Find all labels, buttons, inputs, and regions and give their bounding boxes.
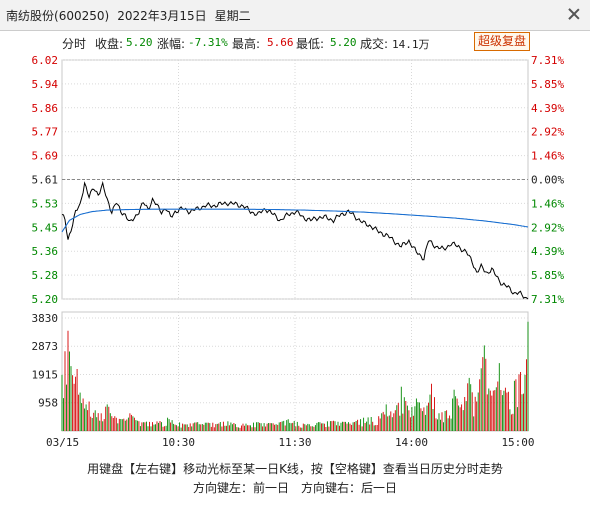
price-tick-label: 5.86 — [32, 102, 59, 115]
close-value: 5.20 — [126, 36, 153, 49]
arrow-key-hint: 方向键左：前一日 方向键右：后一日 — [192, 481, 397, 495]
low-value: 5.20 — [330, 36, 357, 49]
pct-tick-label: 2.92% — [531, 221, 564, 234]
high-label: 最高: — [232, 37, 261, 51]
pct-tick-label: 4.39% — [531, 245, 564, 258]
price-tick-label: 5.77 — [32, 126, 59, 139]
pct-tick-label: 7.31% — [531, 293, 564, 306]
volume-label: 成交: — [360, 37, 389, 51]
volume-tick-label: 1915 — [32, 369, 59, 382]
trade-date: 2022年3月15日 — [117, 9, 207, 23]
pct-tick-label: 5.85% — [531, 269, 564, 282]
volume-bars — [61, 321, 529, 431]
super-review-button[interactable]: 超级复盘 — [474, 32, 530, 51]
time-tick-label: 03/15 — [46, 436, 79, 449]
time-tick-label: 10:30 — [162, 436, 195, 449]
pct-tick-label: 1.46% — [531, 197, 564, 210]
pct-tick-label: 4.39% — [531, 102, 564, 115]
low-label: 最低: — [296, 37, 325, 51]
window-title: 南纺股份(600250) 2022年3月15日 星期二 — [6, 7, 251, 24]
price-line — [61, 180, 529, 300]
price-tick-label: 6.02 — [32, 54, 59, 67]
title-bar: 南纺股份(600250) 2022年3月15日 星期二 — [0, 0, 590, 30]
keyboard-hint: 用键盘【左右键】移动光标至某一日K线，按【空格键】查看当日历史分时走势 — [87, 462, 503, 476]
pct-tick-label: 1.46% — [531, 150, 564, 163]
volume-plot-frame — [61, 311, 529, 432]
price-tick-label: 5.20 — [32, 293, 59, 306]
time-tick-label: 15:00 — [501, 436, 534, 449]
mode-label: 分时 — [62, 37, 87, 51]
change-label: 涨幅: — [157, 37, 186, 51]
pct-tick-label: 5.85% — [531, 78, 564, 91]
time-tick-label: 14:00 — [395, 436, 428, 449]
price-tick-label: 5.94 — [32, 78, 59, 91]
price-tick-label: 5.28 — [32, 269, 59, 282]
time-tick-label: 11:30 — [278, 436, 311, 449]
change-value: -7.31% — [188, 36, 228, 49]
pct-tick-label: 2.92% — [531, 126, 564, 139]
stock-name: 南纺股份 — [6, 9, 55, 23]
volume-tick-label: 958 — [38, 397, 58, 410]
weekday: 星期二 — [214, 9, 251, 23]
quote-info-bar: 分时 收盘: 5.20 涨幅: -7.31% 最高: 5.66 最低: 5.20… — [0, 31, 590, 53]
average-price-line — [61, 208, 529, 233]
stock-code: (600250) — [54, 9, 110, 23]
close-label: 收盘: — [95, 37, 124, 51]
price-tick-label: 5.45 — [32, 221, 59, 234]
pct-tick-label: 7.31% — [531, 54, 564, 67]
price-tick-label: 5.69 — [32, 150, 59, 163]
high-value: 5.66 — [267, 36, 294, 49]
volume-value: 14.1万 — [392, 38, 430, 51]
pct-tick-label: 0.00% — [531, 174, 564, 187]
price-tick-label: 5.61 — [32, 174, 59, 187]
price-tick-label: 5.53 — [32, 197, 59, 210]
price-tick-label: 5.36 — [32, 245, 59, 258]
volume-tick-label: 3830 — [32, 312, 59, 325]
volume-tick-label: 2873 — [32, 340, 59, 353]
